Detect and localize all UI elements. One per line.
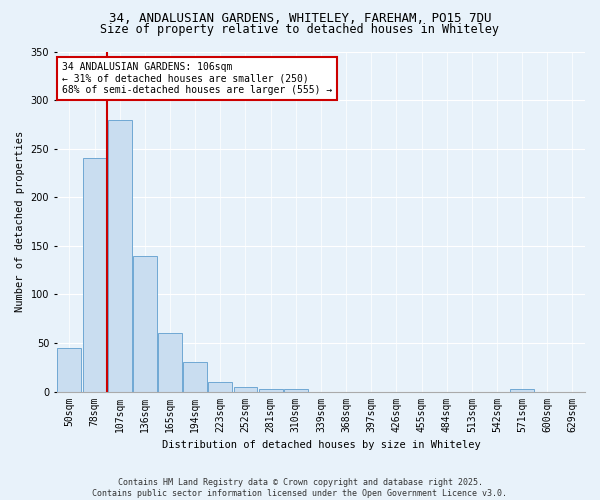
Bar: [510, 388, 534, 392]
Bar: [58, 348, 82, 392]
Text: Contains HM Land Registry data © Crown copyright and database right 2025.
Contai: Contains HM Land Registry data © Crown c…: [92, 478, 508, 498]
Bar: [133, 256, 157, 392]
Bar: [233, 386, 257, 392]
Y-axis label: Number of detached properties: Number of detached properties: [15, 131, 25, 312]
Text: Size of property relative to detached houses in Whiteley: Size of property relative to detached ho…: [101, 22, 499, 36]
X-axis label: Distribution of detached houses by size in Whiteley: Distribution of detached houses by size …: [161, 440, 480, 450]
Bar: [208, 382, 232, 392]
Bar: [108, 120, 131, 392]
Bar: [183, 362, 207, 392]
Bar: [284, 388, 308, 392]
Bar: [83, 158, 106, 392]
Text: 34 ANDALUSIAN GARDENS: 106sqm
← 31% of detached houses are smaller (250)
68% of : 34 ANDALUSIAN GARDENS: 106sqm ← 31% of d…: [62, 62, 332, 95]
Text: 34, ANDALUSIAN GARDENS, WHITELEY, FAREHAM, PO15 7DU: 34, ANDALUSIAN GARDENS, WHITELEY, FAREHA…: [109, 12, 491, 26]
Bar: [158, 334, 182, 392]
Bar: [259, 388, 283, 392]
